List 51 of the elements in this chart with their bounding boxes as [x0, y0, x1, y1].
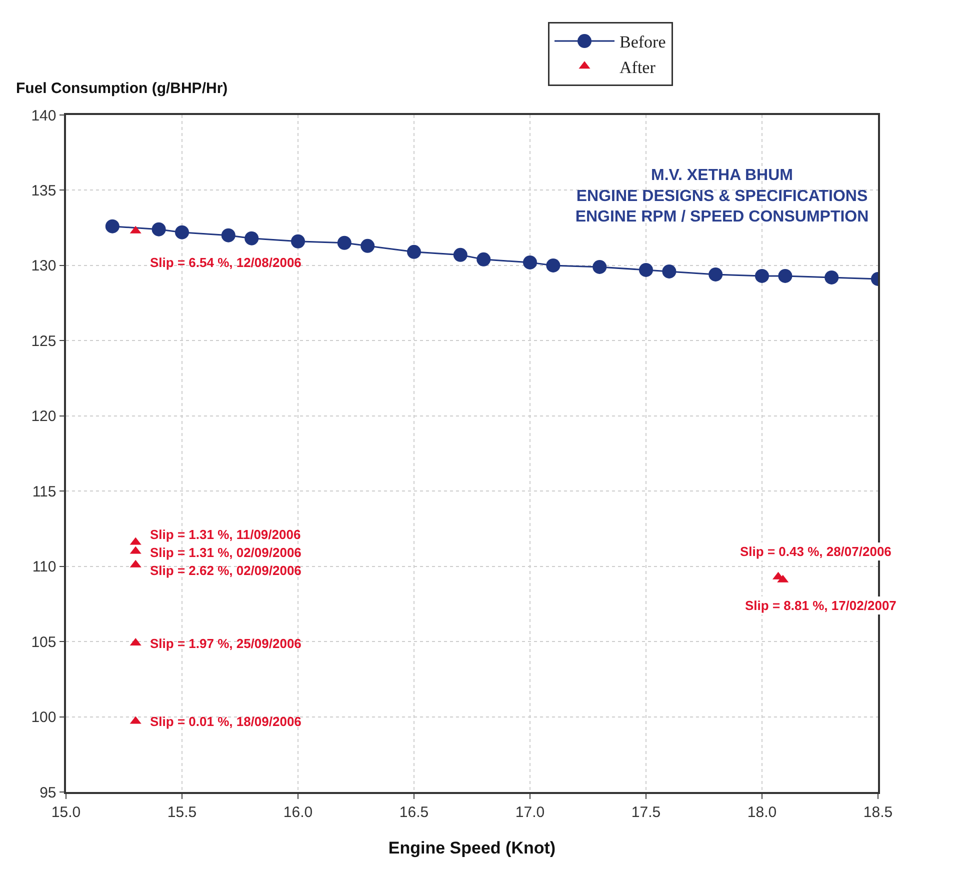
- x-tick-label: 16.5: [399, 804, 429, 821]
- y-tick-label: 130: [31, 258, 56, 275]
- point: [639, 262, 653, 277]
- legend-label: Before: [620, 32, 666, 52]
- point: [523, 255, 537, 270]
- point: [152, 222, 166, 236]
- y-tick-label: 100: [31, 709, 56, 726]
- point: [592, 260, 607, 274]
- text: M.V. XETHA BHUM ENGINE DESIGNS & SPECIFICATIONS ENGINE RPM / SPEED CONSUMPTION: [575, 167, 869, 226]
- point: [778, 268, 792, 283]
- annotation: Slip = 0.01 %, 18/09/2006: [150, 714, 302, 729]
- x-axis-title: Engine Speed (Knot): [388, 838, 556, 858]
- legend-label: After: [620, 58, 656, 77]
- annotation: Slip = 2.62 %, 02/09/2006: [150, 563, 302, 578]
- y-axis-title: Fuel Consumption (g/BHP/Hr): [16, 80, 228, 97]
- x-tick-label: 17.0: [515, 804, 545, 821]
- y-tick-label: 135: [31, 182, 56, 200]
- y-tick-label: 140: [31, 107, 56, 124]
- y-tick-label: 95: [40, 784, 56, 802]
- x-tick-label: 18.5: [863, 804, 893, 821]
- annotation: Slip = 6.54 %, 12/08/2006: [150, 255, 302, 270]
- point: [221, 228, 236, 242]
- point: [662, 264, 676, 278]
- annotation: Slip = 1.31 %, 11/09/2006: [150, 527, 301, 542]
- point: [453, 248, 468, 262]
- point: [337, 236, 352, 250]
- x-tick-label: 15.0: [51, 804, 81, 821]
- annotation: Slip = 1.97 %, 25/09/2006: [150, 636, 302, 651]
- annotation: Slip = 0.43 %, 28/07/2006: [740, 544, 892, 559]
- y-tick-label: 120: [31, 408, 56, 426]
- y-tick-label: 110: [32, 558, 56, 576]
- point: [360, 238, 375, 253]
- point: [244, 231, 259, 246]
- point: [407, 244, 421, 259]
- y-tick-label: 115: [32, 483, 56, 500]
- point: [175, 225, 189, 240]
- point: [105, 219, 120, 234]
- x-tick-label: 17.5: [631, 804, 661, 821]
- x-tick-label: 15.5: [167, 804, 197, 821]
- y-tick-label: 125: [31, 332, 56, 350]
- point: [708, 267, 723, 282]
- x-tick-label: 18.0: [747, 804, 777, 821]
- point: [755, 268, 769, 283]
- point: [824, 270, 839, 284]
- y-tick-label: 105: [31, 634, 56, 651]
- point: [476, 252, 491, 266]
- point: [546, 258, 560, 272]
- annotation: Slip = 8.81 %, 17/02/2007: [745, 598, 896, 613]
- point: [291, 234, 305, 248]
- annotation: Slip = 1.31 %, 02/09/2006: [150, 545, 302, 560]
- x-tick-label: 16.0: [283, 804, 313, 821]
